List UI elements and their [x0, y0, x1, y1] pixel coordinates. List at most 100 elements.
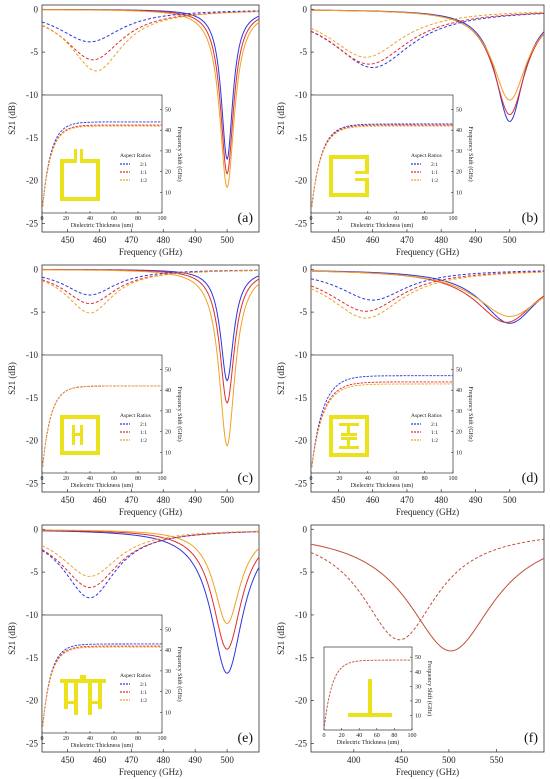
- panel-e: 450 460 470 480 490 5000-5-10-15-20-25Frequen…: [7, 524, 260, 777]
- inset-chart: 0 20 40 60 80 100 10 20 30 40 50 Dielectric Thickne…: [323, 646, 433, 746]
- inset-x-tick-label: 80: [135, 736, 141, 742]
- inset-series-line: [42, 645, 162, 728]
- y-tick-label: -5: [31, 307, 39, 317]
- inset-chart: 0 20 40 60 80 100 10 20 30 40 50 Dielectric Thickne…: [41, 614, 183, 749]
- shape-segment: [60, 451, 100, 455]
- y-tick-label: -15: [26, 393, 38, 403]
- inset-y-tick-label: 20: [415, 699, 421, 705]
- inset-x-tick-label: 40: [87, 736, 93, 742]
- shape-segment: [341, 433, 357, 436]
- legend-entry: 2:1: [431, 422, 438, 428]
- inset-y-tick-label: 50: [165, 107, 171, 113]
- shape-segment: [329, 155, 333, 197]
- legend-entry: 1:2: [140, 698, 147, 704]
- inset-x-tick-label: 20: [336, 216, 342, 222]
- shape-segment: [96, 415, 100, 455]
- inset-x-tick-label: 40: [356, 733, 362, 739]
- shape-segment: [365, 155, 369, 171]
- x-tick-label: 490: [469, 235, 483, 245]
- legend-entry: 1:1: [431, 430, 438, 436]
- series-line-solid: [311, 543, 544, 652]
- x-tick-label: 550: [490, 755, 504, 765]
- panel-label: (a): [237, 211, 253, 226]
- shape-segment: [329, 415, 333, 457]
- series-1-1-dashed: [311, 271, 544, 312]
- inset-y-tick-label: 20: [165, 690, 171, 696]
- y-tick-label: -25: [295, 478, 307, 488]
- inset-x-tick-label: 100: [158, 476, 167, 482]
- shape-segment: [368, 679, 372, 715]
- inset-x-tick-label: 20: [63, 476, 69, 482]
- x-tick-label: 460: [366, 495, 380, 505]
- series-1-2-solid: [311, 270, 544, 317]
- shape-segment: [92, 701, 102, 704]
- inset-y-tick-label: 30: [165, 149, 171, 155]
- series-1-2-dashed: [42, 270, 259, 314]
- y-tick-label: -20: [26, 436, 38, 446]
- inset-x-tick-label: 100: [449, 216, 458, 222]
- panel-a: 450 460 470 480 490 5000-5-10-15-20-25Frequen…: [7, 4, 260, 257]
- inset-x-tick-label: 60: [111, 476, 117, 482]
- x-tick-label: 470: [400, 235, 414, 245]
- series-2-1-solid: [42, 530, 259, 674]
- legend-entry: 2:1: [431, 162, 438, 168]
- series-2-1-dashed: [42, 10, 259, 43]
- y-tick-label: -25: [295, 738, 307, 748]
- inset-y-tick-label: 40: [165, 388, 171, 394]
- inset-x-axis-label: Dielectric Thickness (um): [71, 482, 134, 489]
- y-tick-label: 0: [34, 4, 39, 14]
- y-tick-label: -15: [26, 653, 38, 663]
- shape-segment: [329, 193, 369, 197]
- inset-y-tick-label: 50: [415, 655, 421, 661]
- series-1-2-dashed: [311, 271, 544, 319]
- inset-series-line: [311, 383, 453, 468]
- inset-y-axis-label: Frequency Shift (GHz): [467, 386, 474, 441]
- inset-y-tick-label: 50: [165, 367, 171, 373]
- inset-x-tick-label: 40: [365, 216, 371, 222]
- series-1-2-dashed: [42, 11, 259, 72]
- inset-x-tick-label: 0: [41, 736, 44, 742]
- series-line-dashed: [311, 538, 544, 641]
- inset-x-tick-label: 0: [323, 733, 326, 739]
- series-2-1-dashed: [311, 270, 544, 301]
- legend-entry: 1:2: [431, 178, 438, 184]
- inset-chart: 0 20 40 60 80 100 10 20 30 40 50 Dielectric Thickne…: [310, 94, 474, 229]
- inset-x-tick-label: 0: [310, 476, 313, 482]
- shape-segment: [80, 149, 83, 163]
- x-tick-label: 480: [157, 495, 171, 505]
- inset-y-axis-label: Frequency Shift (GHz): [176, 126, 183, 181]
- y-axis-label: S21 (dB): [7, 102, 17, 135]
- inset-x-tick-label: 0: [310, 216, 313, 222]
- legend-entry: 2:1: [140, 162, 147, 168]
- inset-y-tick-label: 10: [456, 190, 462, 196]
- shape-segment: [60, 415, 64, 455]
- inset-x-axis-label: Dielectric Thickness (um): [71, 222, 134, 229]
- legend-title: Aspect Ratios: [411, 153, 442, 159]
- legend-entry: 1:1: [140, 170, 147, 176]
- inset-series-line: [42, 646, 162, 728]
- series-1-2-solid: [42, 9, 259, 189]
- series-2-1-dashed: [311, 13, 544, 69]
- inset-series-line: [42, 125, 162, 208]
- y-axis-label: S21 (dB): [276, 362, 286, 395]
- inset-x-axis-label: Dielectric Thickness (um): [71, 742, 134, 749]
- y-axis-label: S21 (dB): [276, 102, 286, 135]
- inset-series-line: [42, 385, 162, 468]
- y-tick-label: -15: [26, 133, 38, 143]
- inset-y-tick-label: 30: [456, 409, 462, 415]
- x-tick-label: 450: [332, 235, 346, 245]
- y-tick-label: -15: [295, 133, 307, 143]
- y-tick-label: -10: [26, 610, 38, 620]
- inset-x-tick-label: 20: [63, 216, 69, 222]
- inset-y-tick-label: 50: [456, 367, 462, 373]
- inset-x-tick-label: 40: [87, 476, 93, 482]
- inset-series-line: [311, 124, 453, 207]
- x-tick-label: 450: [61, 755, 75, 765]
- x-tick-label: 480: [434, 235, 448, 245]
- inset-series-line: [42, 124, 162, 207]
- x-tick-label: 500: [503, 495, 517, 505]
- inset-x-tick-label: 20: [339, 733, 345, 739]
- x-tick-label: 460: [93, 755, 107, 765]
- inset-y-axis-label: Frequency Shift (GHz): [176, 646, 183, 701]
